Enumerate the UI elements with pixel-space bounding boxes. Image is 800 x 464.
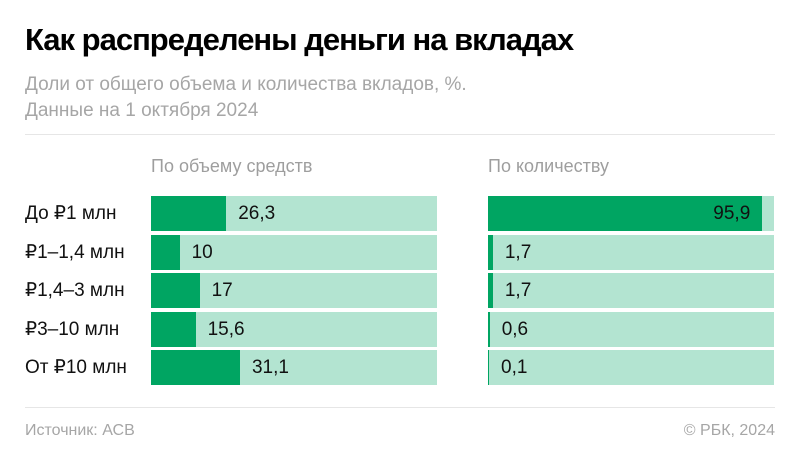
count-bar-fill <box>488 273 493 308</box>
volume-value: 15,6 <box>207 318 245 340</box>
volume-value: 10 <box>191 241 213 263</box>
row-label: От ₽10 млн <box>25 357 127 378</box>
count-bar-fill <box>488 311 490 347</box>
count-value: 95,9 <box>713 203 751 224</box>
count-column-title: По количеству <box>488 156 609 176</box>
volume-value: 31,1 <box>251 357 289 378</box>
volume-bar: 31,1 <box>151 350 437 385</box>
row-label: ₽3–10 млн <box>25 318 120 340</box>
volume-bar-fill <box>151 311 196 347</box>
volume-bar: 17 <box>151 273 437 308</box>
chart-title: Как распределены деньги на вкладах <box>25 22 574 57</box>
count-bar-fill <box>488 234 493 270</box>
volume-value: 17 <box>211 280 233 301</box>
count-bar: 1,7 <box>488 273 774 308</box>
copyright-note: © РБК, 2024 <box>683 422 775 439</box>
volume-bar-fill <box>151 350 240 385</box>
volume-column-title: По объему средств <box>151 156 313 176</box>
volume-bar: 10 <box>151 234 437 270</box>
count-value: 1,7 <box>504 241 532 263</box>
volume-bar-fill <box>151 273 200 308</box>
count-value: 1,7 <box>504 280 532 301</box>
count-value: 0,1 <box>501 357 528 378</box>
count-value: 0,6 <box>501 318 529 340</box>
count-bar: 0,6 <box>488 311 774 347</box>
row-label: До ₽1 млн <box>25 203 117 224</box>
volume-bar-fill <box>151 196 227 231</box>
source-note: Источник: АСВ <box>25 422 135 439</box>
chart-subtitle: Доли от общего объема и количества вклад… <box>25 72 467 124</box>
count-bar-fill <box>488 196 763 231</box>
volume-value: 26,3 <box>238 203 276 224</box>
row-label: ₽1,4–3 млн <box>25 280 125 301</box>
count-bar: 0,1 <box>488 350 774 385</box>
subtitle-line-1: Доли от общего объема и количества вклад… <box>25 74 467 95</box>
volume-bar-fill <box>151 234 180 270</box>
count-bar: 95,9 <box>488 196 774 231</box>
volume-bar: 15,6 <box>151 311 437 347</box>
top-divider <box>25 134 775 135</box>
count-bar-fill <box>488 350 489 385</box>
bottom-divider <box>25 407 775 408</box>
row-label: ₽1–1,4 млн <box>25 241 125 263</box>
subtitle-line-2: Данные на 1 октября 2024 <box>25 100 259 121</box>
volume-bar: 26,3 <box>151 196 437 231</box>
count-bar: 1,7 <box>488 234 774 270</box>
